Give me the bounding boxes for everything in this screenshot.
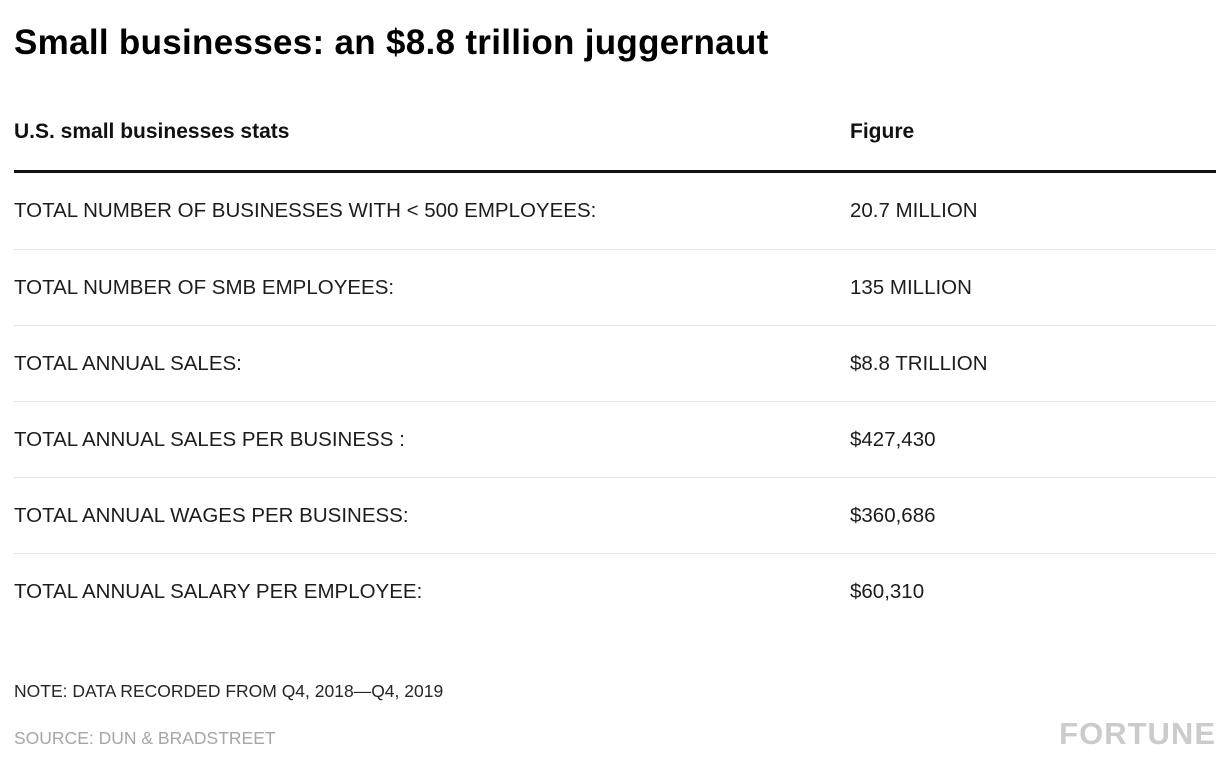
table-row: TOTAL ANNUAL SALARY PER EMPLOYEE: $60,31… — [14, 553, 1216, 629]
row-value: $360,686 — [850, 503, 936, 527]
row-label: TOTAL ANNUAL SALES PER BUSINESS : — [14, 427, 405, 451]
row-value: 135 MILLION — [850, 275, 972, 299]
row-value: $427,430 — [850, 427, 936, 451]
row-label: TOTAL ANNUAL WAGES PER BUSINESS: — [14, 503, 409, 527]
table-header-row: U.S. small businesses stats Figure — [14, 120, 1216, 173]
stats-table: U.S. small businesses stats Figure TOTAL… — [14, 120, 1216, 629]
table-row: TOTAL ANNUAL WAGES PER BUSINESS: $360,68… — [14, 477, 1216, 553]
row-label: TOTAL ANNUAL SALES: — [14, 351, 242, 375]
row-label: TOTAL NUMBER OF BUSINESSES WITH < 500 EM… — [14, 199, 597, 222]
source-text: SOURCE: DUN & BRADSTREET — [14, 728, 276, 748]
note-text: NOTE: DATA RECORDED FROM Q4, 2018—Q4, 20… — [14, 681, 444, 701]
row-label: TOTAL NUMBER OF SMB EMPLOYEES: — [14, 275, 395, 299]
table-row: TOTAL NUMBER OF BUSINESSES WITH < 500 EM… — [14, 173, 1216, 249]
footer: SOURCE: DUN & BRADSTREET FORTUNE — [14, 718, 1216, 749]
table-row: TOTAL ANNUAL SALES: $8.8 TRILLION — [14, 325, 1216, 401]
page-title: Small businesses: an $8.8 trillion jugge… — [14, 23, 769, 62]
table-row: TOTAL ANNUAL SALES PER BUSINESS : $427,4… — [14, 401, 1216, 477]
fortune-logo: FORTUNE — [1059, 716, 1216, 751]
row-label: TOTAL ANNUAL SALARY PER EMPLOYEE: — [14, 579, 423, 603]
col-header-stats: U.S. small businesses stats — [14, 120, 290, 143]
table-row: TOTAL NUMBER OF SMB EMPLOYEES: 135 MILLI… — [14, 249, 1216, 325]
col-header-figure: Figure — [850, 120, 915, 143]
row-value: $8.8 TRILLION — [850, 351, 988, 375]
row-value: $60,310 — [850, 579, 925, 603]
row-value: 20.7 MILLION — [850, 199, 978, 222]
